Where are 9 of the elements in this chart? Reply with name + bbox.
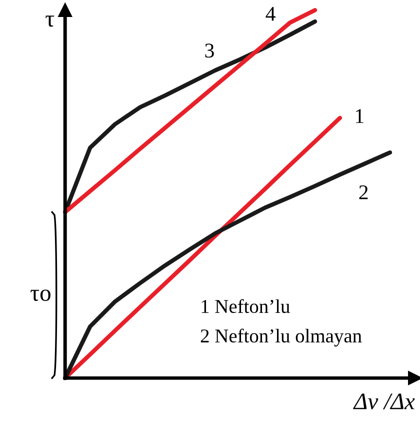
series-label: 4 — [266, 6, 276, 21]
y-axis-title: τ — [46, 16, 54, 27]
annotation: 2 Nefton’lu olmayan — [200, 328, 362, 347]
series-label: 3 — [205, 44, 214, 58]
series-label: 2 — [359, 185, 368, 200]
x-axis-title: Δv /Δx — [353, 394, 415, 410]
series-label: 1 — [356, 109, 364, 123]
text: τo — [30, 290, 50, 301]
annotation: 1 Nefton’lu — [202, 299, 290, 314]
